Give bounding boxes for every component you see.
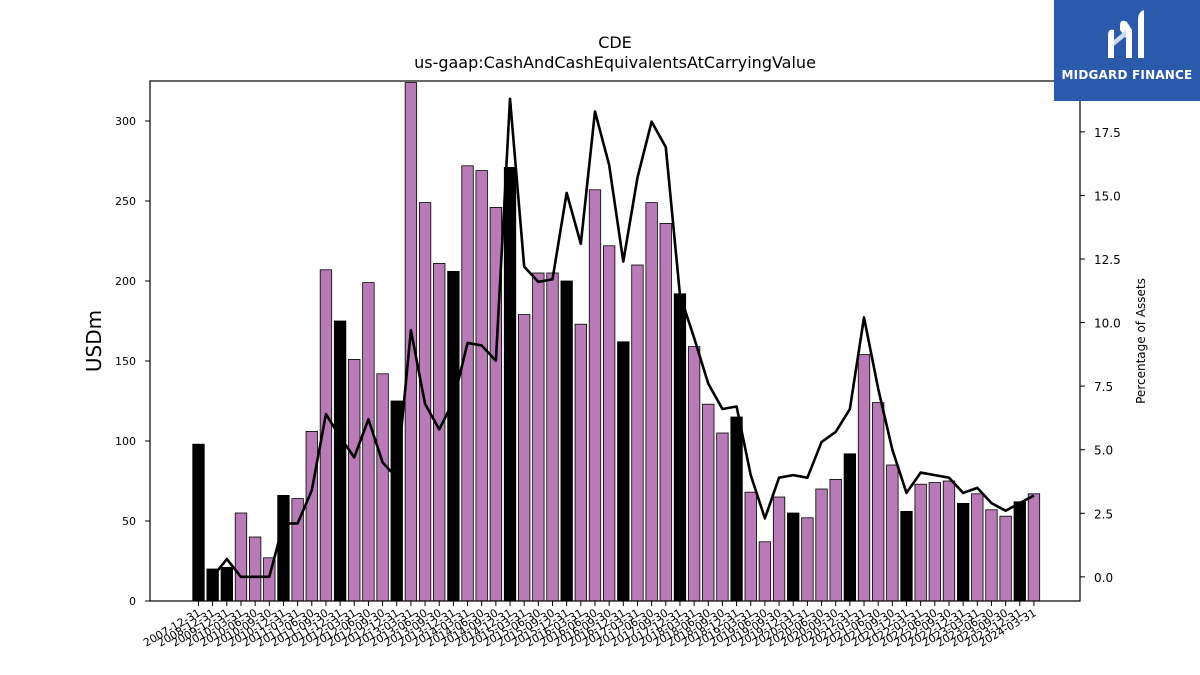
plot-frame <box>149 80 1081 602</box>
bar-quarterly <box>999 515 1012 602</box>
brand-logo: MIDGARD FINANCE <box>1054 0 1200 101</box>
bar-quarterly <box>744 491 757 602</box>
bar-quarterly <box>772 496 786 602</box>
bar-quarterly <box>872 402 885 602</box>
y-tick-label: 100 <box>115 435 136 448</box>
y-axis-label: USDm <box>82 310 106 372</box>
y2-tick-label: 15.0 <box>1094 189 1121 203</box>
bar-quarterly <box>857 354 871 602</box>
bar-quarterly <box>588 189 602 602</box>
y-axis-right: 0.0 2.5 5.0 7.5 10.0 12.5 15.0 17.5 <box>1080 126 1121 585</box>
bar-quarterly <box>348 358 361 602</box>
bar-quarterly <box>433 262 446 602</box>
bar-quarterly <box>716 432 729 602</box>
bar-annual <box>447 270 460 602</box>
bar-annual <box>277 494 290 602</box>
y2-tick-label: 2.5 <box>1094 507 1113 521</box>
bar-quarterly <box>886 464 899 602</box>
bar-quarterly <box>914 483 927 602</box>
bar-annual <box>843 453 857 602</box>
y2-tick-label: 5.0 <box>1094 444 1113 458</box>
bar-quarterly <box>801 517 814 602</box>
bar-series <box>192 82 1041 602</box>
midgard-m-logo-icon <box>1108 10 1144 59</box>
y2-tick-label: 12.5 <box>1094 253 1121 267</box>
bar-quarterly <box>305 430 318 602</box>
bar-quarterly <box>928 482 941 602</box>
y-tick-label: 0 <box>129 595 136 608</box>
bar-quarterly <box>574 323 587 602</box>
bar-annual <box>503 166 517 602</box>
chart-title: CDE <box>598 33 632 52</box>
x-axis: 2007-12-312008-12-312009-12-312010-03-31… <box>141 601 1038 650</box>
bar-quarterly <box>546 272 559 602</box>
y-tick-label: 150 <box>115 355 136 368</box>
bar-quarterly <box>829 478 842 602</box>
bar-annual <box>192 443 205 602</box>
bar-quarterly <box>532 272 545 602</box>
bar-quarterly <box>645 202 658 602</box>
bar-quarterly <box>631 264 644 602</box>
bar-quarterly <box>758 541 772 602</box>
bar-annual <box>787 512 800 602</box>
bar-quarterly <box>518 314 531 602</box>
y-tick-label: 200 <box>115 275 136 288</box>
bar-quarterly <box>461 165 474 602</box>
bar-quarterly <box>376 373 389 602</box>
bar-quarterly <box>687 346 701 602</box>
y-axis-left: 0 50 100 150 200 250 300 <box>115 115 150 608</box>
y2-tick-label: 17.5 <box>1094 126 1121 140</box>
bar-annual <box>617 341 630 602</box>
bar-quarterly <box>475 170 488 602</box>
bar-annual <box>220 567 233 602</box>
bar-quarterly <box>702 403 715 602</box>
bar-annual <box>956 502 970 602</box>
y2-axis-label: Percentage of Assets <box>1134 278 1148 404</box>
bar-quarterly <box>248 536 262 602</box>
bar-annual <box>560 280 573 602</box>
y-tick-label: 50 <box>122 515 136 528</box>
y-tick-label: 300 <box>115 115 136 128</box>
bar-annual <box>673 293 687 602</box>
bar-quarterly <box>362 282 375 602</box>
bar-annual <box>730 416 743 602</box>
bar-quarterly <box>1027 493 1041 602</box>
percentage-line <box>211 97 1035 579</box>
brand-name: MIDGARD FINANCE <box>1061 68 1193 82</box>
y-tick-label: 250 <box>115 195 136 208</box>
bar-quarterly <box>602 245 616 602</box>
bar-annual <box>1013 501 1026 602</box>
bar-annual <box>900 510 913 602</box>
bar-quarterly <box>942 480 956 602</box>
bar-quarterly <box>234 512 248 602</box>
bar-annual <box>333 320 347 602</box>
y2-tick-label: 7.5 <box>1094 380 1113 394</box>
bar-quarterly <box>659 222 672 602</box>
bar-quarterly <box>815 488 828 602</box>
bar-quarterly <box>985 509 998 602</box>
y2-tick-label: 10.0 <box>1094 317 1121 331</box>
chart-subtitle: us-gaap:CashAndCashEquivalentsAtCarrying… <box>414 53 816 72</box>
y2-tick-label: 0.0 <box>1094 571 1113 585</box>
bar-quarterly <box>971 493 984 602</box>
